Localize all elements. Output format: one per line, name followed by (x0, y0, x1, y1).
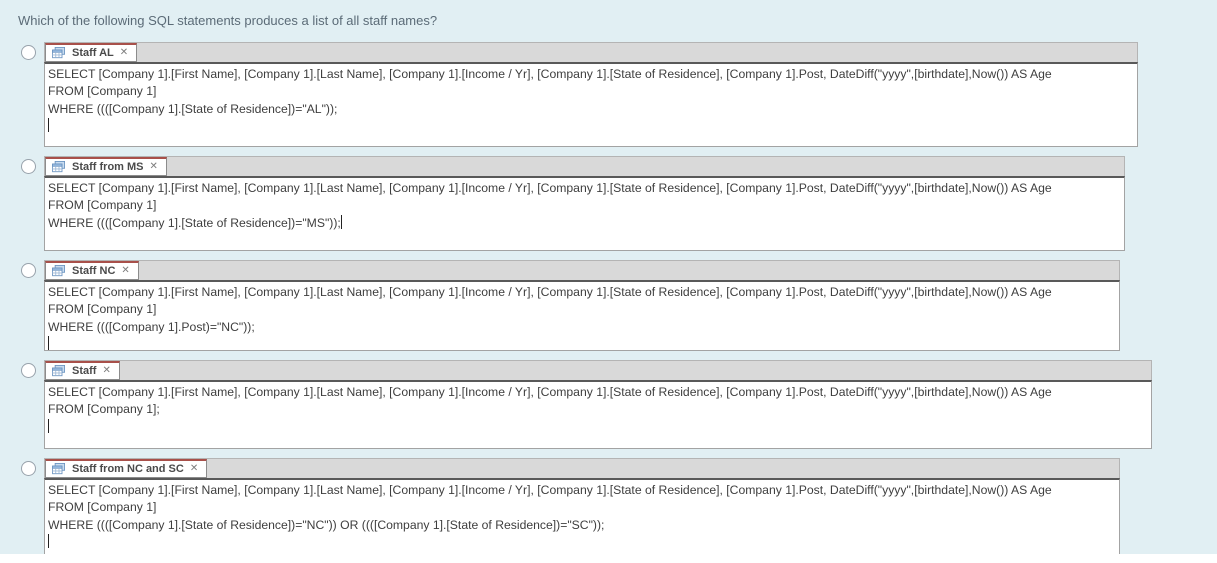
sql-line-empty (48, 418, 1151, 436)
access-query-screenshot: Staff NC ✕ SELECT [Company 1].[First Nam… (44, 260, 1120, 351)
sql-line: FROM [Company 1]; (48, 402, 160, 417)
sql-line: SELECT [Company 1].[First Name], [Compan… (48, 181, 1052, 195)
sql-editor: SELECT [Company 1].[First Name], [Compan… (44, 380, 1152, 449)
sql-line: WHERE ((([Company 1].[State of Residence… (48, 517, 605, 532)
access-query-screenshot: Staff from MS ✕ SELECT [Company 1].[Firs… (44, 156, 1125, 251)
sql-line: SELECT [Company 1].[First Name], [Compan… (48, 483, 1052, 497)
sql-editor: SELECT [Company 1].[First Name], [Compan… (44, 176, 1125, 251)
answer-option: Staff from MS ✕ SELECT [Company 1].[Firs… (21, 156, 1217, 251)
sql-line: FROM [Company 1] (48, 84, 157, 99)
text-cursor (48, 336, 49, 350)
sql-line: FROM [Company 1] (48, 500, 157, 515)
sql-line-empty (48, 534, 1119, 551)
query-tab-label: Staff AL (72, 47, 114, 59)
sql-line: WHERE ((([Company 1].Post)="NC")); (48, 319, 255, 334)
text-cursor (48, 534, 49, 549)
sql-line: SELECT [Company 1].[First Name], [Compan… (48, 67, 1052, 81)
sql-line: SELECT [Company 1].[First Name], [Compan… (48, 285, 1052, 299)
option-radio-3[interactable] (21, 263, 36, 278)
access-query-screenshot: Staff AL ✕ SELECT [Company 1].[First Nam… (44, 42, 1138, 147)
datasheet-icon (52, 265, 65, 277)
tab-bar: Staff ✕ (44, 360, 1152, 380)
query-tab-label: Staff (72, 365, 97, 377)
option-radio-1[interactable] (21, 45, 36, 60)
tab-bar: Staff NC ✕ (44, 260, 1120, 280)
query-tab-label: Staff from MS (72, 161, 144, 173)
sql-editor: SELECT [Company 1].[First Name], [Compan… (44, 62, 1138, 147)
query-tab: Staff ✕ (45, 361, 120, 380)
close-icon: ✕ (189, 463, 199, 474)
answer-option: Staff NC ✕ SELECT [Company 1].[First Nam… (21, 260, 1217, 351)
close-icon: ✕ (119, 47, 129, 58)
answer-option: Staff from NC and SC ✕ SELECT [Company 1… (21, 458, 1217, 557)
sql-line-empty (48, 336, 1119, 350)
option-radio-5[interactable] (21, 461, 36, 476)
close-icon: ✕ (149, 161, 158, 172)
question-text: Which of the following SQL statements pr… (18, 13, 438, 28)
access-query-screenshot: Staff from NC and SC ✕ SELECT [Company 1… (44, 458, 1120, 557)
option-radio-4[interactable] (21, 363, 36, 378)
datasheet-icon (52, 161, 65, 173)
datasheet-icon (52, 365, 65, 377)
text-cursor (48, 418, 49, 433)
text-cursor (48, 118, 49, 133)
page-footer-strip (0, 554, 1217, 563)
tab-bar: Staff AL ✕ (44, 42, 1138, 62)
tab-bar: Staff from MS ✕ (44, 156, 1125, 176)
query-tab-label: Staff from NC and SC (72, 463, 184, 475)
datasheet-icon (52, 463, 65, 475)
access-query-screenshot: Staff ✕ SELECT [Company 1].[First Name],… (44, 360, 1152, 449)
close-icon: ✕ (121, 265, 130, 276)
tab-bar: Staff from NC and SC ✕ (44, 458, 1120, 478)
sql-line: FROM [Company 1] (48, 302, 157, 317)
close-icon: ✕ (102, 365, 111, 376)
sql-editor: SELECT [Company 1].[First Name], [Compan… (44, 280, 1120, 351)
option-radio-2[interactable] (21, 159, 36, 174)
datasheet-icon (52, 47, 65, 59)
query-tab-label: Staff NC (72, 265, 116, 277)
sql-line-empty (48, 118, 1137, 135)
sql-editor: SELECT [Company 1].[First Name], [Compan… (44, 478, 1120, 557)
query-tab: Staff NC ✕ (45, 261, 139, 280)
query-tab: Staff AL ✕ (45, 43, 138, 62)
sql-line: FROM [Company 1] (48, 198, 157, 213)
query-tab: Staff from MS ✕ (45, 157, 167, 176)
sql-line: WHERE ((([Company 1].[State of Residence… (48, 101, 338, 116)
text-cursor (340, 214, 342, 229)
answer-option: Staff AL ✕ SELECT [Company 1].[First Nam… (21, 42, 1217, 147)
answer-option: Staff ✕ SELECT [Company 1].[First Name],… (21, 360, 1217, 449)
options-list: Staff AL ✕ SELECT [Company 1].[First Nam… (21, 42, 1217, 557)
sql-line: SELECT [Company 1].[First Name], [Compan… (48, 385, 1052, 399)
query-tab: Staff from NC and SC ✕ (45, 459, 208, 478)
sql-line: WHERE ((([Company 1].[State of Residence… (48, 214, 342, 230)
